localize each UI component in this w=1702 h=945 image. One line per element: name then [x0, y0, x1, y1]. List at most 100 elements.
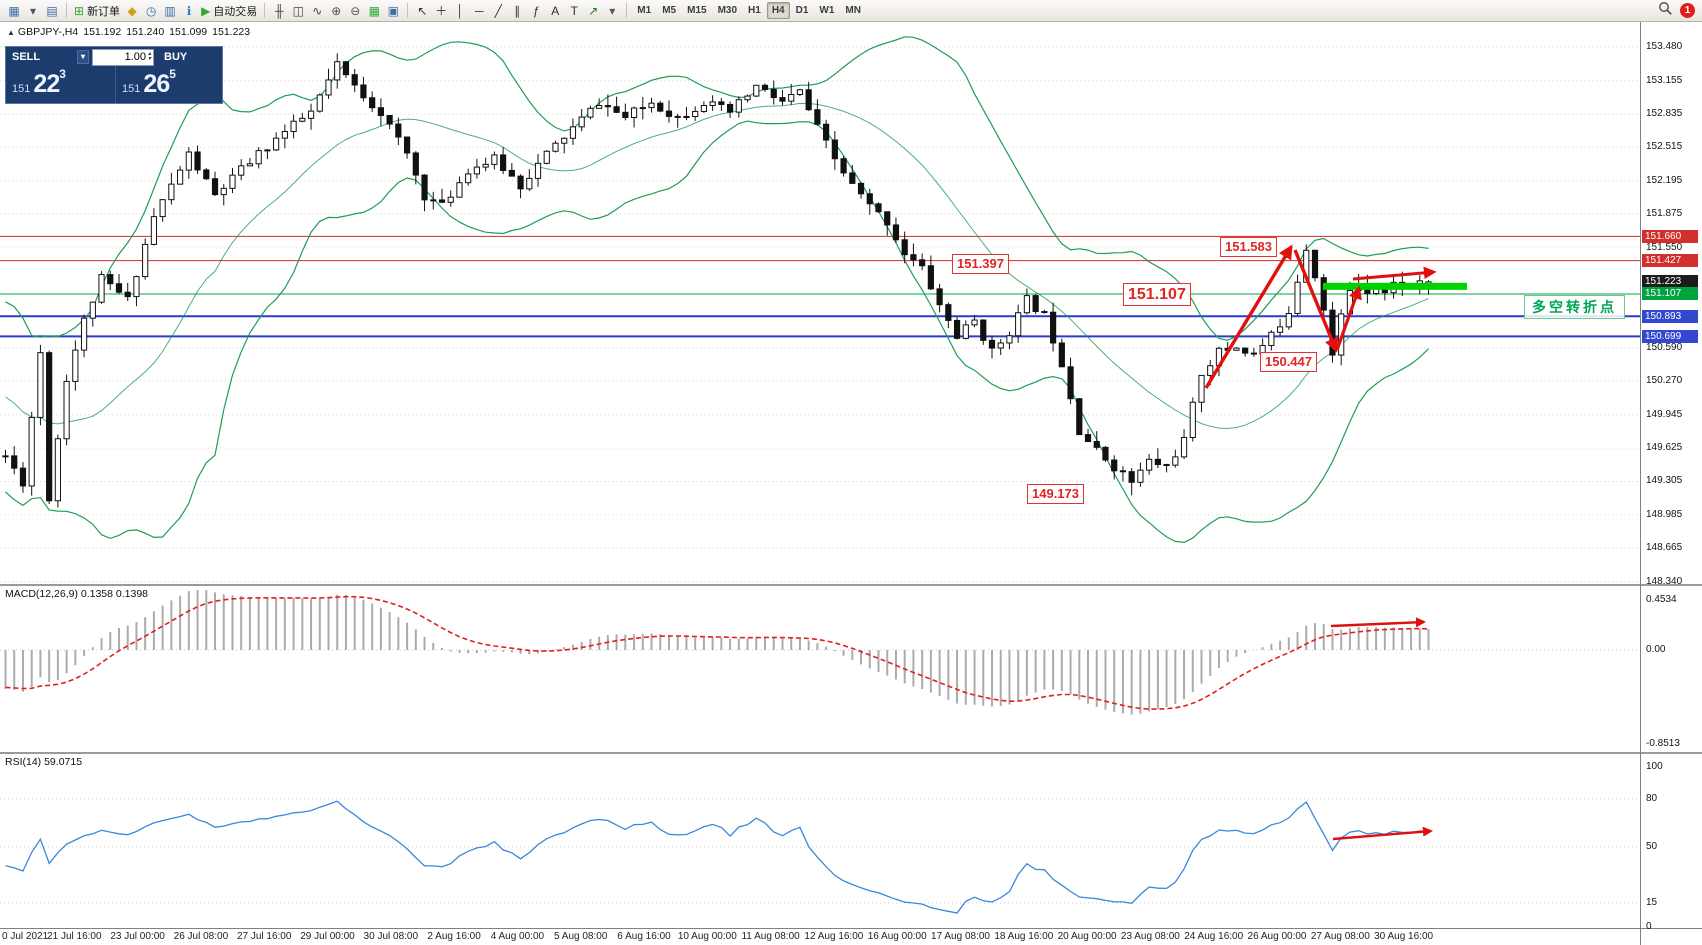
bar-chart-icon[interactable]: ╫: [270, 2, 288, 20]
trend-arrows[interactable]: [1204, 244, 1437, 841]
label-icon[interactable]: T: [565, 2, 583, 20]
timeframe-MN[interactable]: MN: [845, 5, 861, 16]
rsi-indicator-label: RSI(14) 59.0715: [5, 756, 83, 768]
fibonacci-icon[interactable]: ƒ: [527, 2, 545, 20]
rsi-separator: [0, 752, 1702, 754]
autotrading-button[interactable]: ▶ 自动交易: [199, 2, 259, 20]
toolbar-items: ▦ ▾ ▤ ⊞ 新订单 ◆ ◷ ▥ ℹ ▶ 自动交易 ╫ ◫ ∿ ⊕ ⊖ ▦ ▣ ↖ ＋ │ ─ ╱ ∥ ƒ A T ↗ ▾ M1 M5 M1…: [5, 2, 1657, 20]
zoom-in-icon[interactable]: ⊕: [327, 2, 345, 20]
highlight-zone[interactable]: [1323, 282, 1467, 290]
new-chart-icon[interactable]: ▦: [5, 2, 23, 20]
horizontal-line-icon[interactable]: ─: [470, 2, 488, 20]
time-label: 21 Jul 16:00: [47, 931, 102, 942]
info-icon[interactable]: ℹ: [180, 2, 198, 20]
rsi-level-lines: [0, 798, 1640, 904]
volume-up-icon[interactable]: ▴: [147, 50, 151, 57]
zoom-out-icon[interactable]: ⊖: [346, 2, 364, 20]
price-annotation[interactable]: 150.447: [1260, 352, 1317, 372]
shapes-icon[interactable]: ↗: [584, 2, 602, 20]
price-tag: 150.699: [1642, 329, 1698, 343]
ohlc-close: 151.223: [212, 26, 251, 38]
timeframe-D1[interactable]: D1: [795, 5, 809, 16]
timeframe-W1[interactable]: W1: [819, 5, 835, 16]
profiles-icon[interactable]: ▤: [43, 2, 61, 20]
price-tick: 152.835: [1646, 108, 1683, 120]
time-label: 16 Aug 00:00: [867, 931, 927, 942]
price-annotation[interactable]: 149.173: [1027, 484, 1084, 504]
price-tag: 151.223: [1642, 275, 1698, 289]
timeframe-M30[interactable]: M30: [717, 5, 738, 16]
timeframe-H4[interactable]: H4: [766, 2, 790, 19]
crosshair-icon[interactable]: ＋: [432, 2, 450, 20]
toolbar-right: 1: [1658, 1, 1697, 21]
time-label: 29 Jul 00:00: [300, 931, 355, 942]
trend-arrow: [1335, 285, 1362, 351]
trendline-icon[interactable]: ╱: [489, 2, 507, 20]
fibonacci-icon-glyph: ƒ: [532, 3, 540, 18]
timeframe-M1[interactable]: M1: [637, 5, 652, 16]
buy-price[interactable]: 151 265: [115, 66, 224, 103]
bar-chart-icon-glyph: ╫: [275, 3, 284, 18]
collapse-trade-panel-icon[interactable]: ▲: [7, 28, 15, 37]
volume-field[interactable]: 1.00 ▴ ▾: [92, 48, 154, 66]
price-tick: 151.550: [1646, 241, 1683, 253]
trend-arrow: [1352, 266, 1437, 281]
time-label: 24 Aug 16:00: [1184, 931, 1244, 942]
search-icon[interactable]: [1658, 1, 1673, 21]
terminal-icon[interactable]: ▥: [161, 2, 179, 20]
new-order-button[interactable]: ⊞ 新订单: [72, 2, 122, 20]
price-annotation[interactable]: 151.107: [1123, 283, 1191, 306]
indicators-icon[interactable]: ▣: [384, 2, 402, 20]
toolbar-separator: [407, 3, 409, 18]
sell-price[interactable]: 151 223: [6, 66, 115, 103]
timeframe-M5[interactable]: M5: [662, 5, 677, 16]
price-annotation[interactable]: 151.583: [1220, 237, 1277, 257]
time-label: 5 Aug 08:00: [553, 931, 608, 942]
chart-dropdown-icon-glyph: ▾: [29, 3, 37, 18]
horizontal-level-lines[interactable]: [0, 235, 1640, 338]
line-chart-icon[interactable]: ∿: [308, 2, 326, 20]
new-order-button-glyph: ⊞: [74, 3, 85, 18]
price-tick: 152.515: [1646, 141, 1683, 153]
shapes-dropdown-icon[interactable]: ▾: [603, 2, 621, 20]
time-label: 17 Aug 08:00: [931, 931, 990, 942]
buy-price-sup: 5: [169, 67, 176, 81]
buy-button[interactable]: BUY: [154, 51, 222, 63]
timeframe-M15[interactable]: M15: [687, 5, 707, 16]
toolbar-separator: [66, 3, 67, 18]
vertical-line-icon[interactable]: │: [451, 2, 469, 20]
macd-signal-line: [5, 595, 1429, 710]
history-center-icon[interactable]: ◷: [142, 2, 160, 20]
symbol-period: GBPJPY-,H4: [17, 26, 79, 38]
price-tick: 151.875: [1646, 208, 1683, 220]
turning-point-label[interactable]: 多空转折点: [1524, 295, 1625, 319]
notification-badge[interactable]: 1: [1680, 3, 1695, 18]
text-icon[interactable]: A: [546, 2, 564, 20]
chart-dropdown-icon[interactable]: ▾: [24, 2, 42, 20]
bb-lower-band: [5, 120, 1429, 544]
sell-dropdown-icon[interactable]: ▾: [76, 49, 89, 64]
candlestick-icon[interactable]: ◫: [289, 2, 307, 20]
bollinger-bands: [5, 36, 1429, 544]
candlestick-icon-glyph: ◫: [292, 3, 304, 18]
cursor-icon[interactable]: ↖: [413, 2, 431, 20]
macd-histogram: [4, 590, 1430, 715]
tile-windows-icon[interactable]: ▦: [365, 2, 383, 20]
rsi-tick: 100: [1646, 761, 1663, 772]
timeframe-H1[interactable]: H1: [748, 5, 761, 16]
channel-icon[interactable]: ∥: [508, 2, 526, 20]
time-label: 4 Aug 00:00: [490, 931, 545, 942]
info-icon-glyph: ℹ: [186, 3, 192, 18]
volume-value: 1.00: [124, 51, 146, 63]
volume-down-icon[interactable]: ▾: [147, 56, 151, 62]
market-watch-icon[interactable]: ◆: [123, 2, 141, 20]
price-tick: 148.985: [1646, 508, 1683, 520]
sell-button[interactable]: SELL ▾: [6, 49, 92, 64]
tile-windows-icon-glyph: ▦: [368, 3, 380, 18]
price-annotation[interactable]: 151.397: [952, 254, 1009, 274]
vertical-line-icon-glyph: │: [456, 3, 465, 18]
panel-separators[interactable]: [0, 22, 1702, 945]
time-label: 27 Jul 16:00: [236, 931, 292, 942]
label-icon-glyph: T: [570, 3, 578, 18]
